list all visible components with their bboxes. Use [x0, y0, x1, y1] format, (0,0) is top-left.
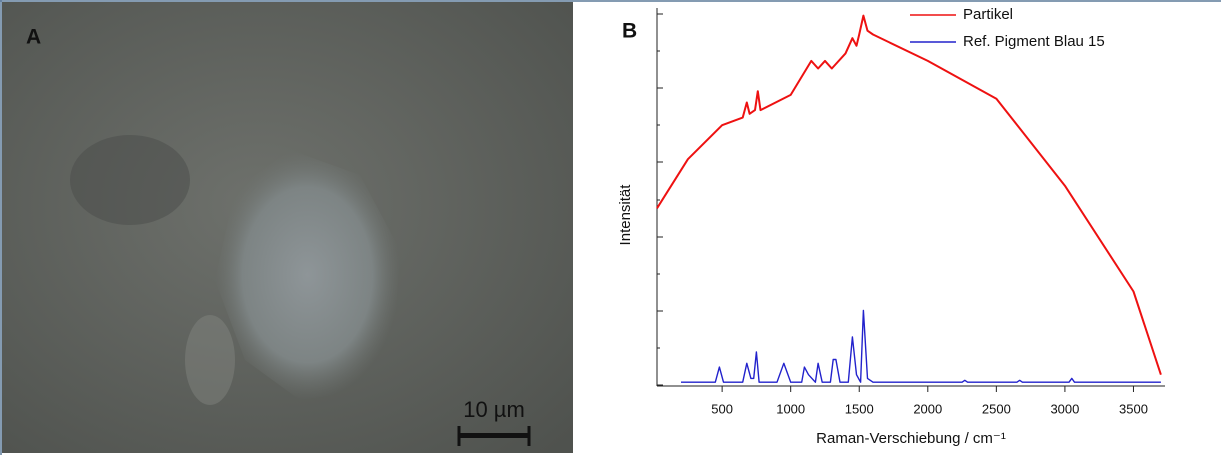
shadow [70, 135, 190, 225]
highlight [185, 315, 235, 405]
particle [215, 150, 400, 400]
x-axis-label: Raman-Verschiebung / cm⁻¹ [816, 430, 1006, 447]
x-tick-label: 500 [711, 401, 733, 416]
x-tick-label: 1500 [845, 401, 874, 416]
y-axis-label: Intensität [617, 184, 634, 246]
legend-label: Ref. Pigment Blau 15 [963, 33, 1105, 50]
panel-label: B [622, 20, 637, 43]
x-tick-label: 2500 [982, 401, 1011, 416]
x-tick-label: 1000 [776, 401, 805, 416]
scale-bar [458, 433, 530, 438]
photo: A 10 µm [2, 2, 573, 453]
x-tick-label: 3500 [1119, 401, 1148, 416]
series-line [656, 14, 1162, 376]
y-axis-decoration [657, 13, 663, 386]
series-line [681, 309, 1161, 383]
panel-label: A [26, 26, 41, 49]
legend-label: Partikel [963, 6, 1013, 23]
x-tick-label: 3000 [1050, 401, 1079, 416]
x-tick-label: 2000 [913, 401, 942, 416]
scale-bar-label: 10 µm [463, 397, 525, 422]
